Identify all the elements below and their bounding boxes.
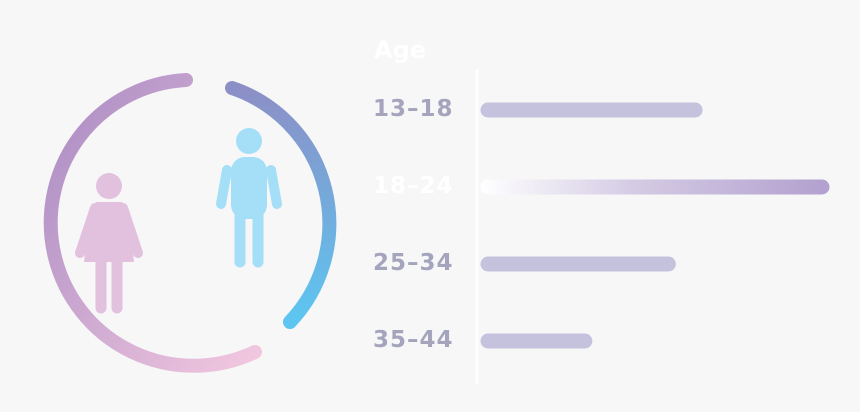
age-label-25-34: 25–34 — [373, 250, 454, 276]
male-person-icon — [216, 128, 282, 268]
age-label-13-18: 13–18 — [373, 96, 454, 122]
chart-title: Age — [374, 36, 427, 64]
age-label-35-44: 35–44 — [373, 327, 454, 353]
age-bars — [480, 102, 830, 349]
male-ring-arc — [225, 81, 337, 329]
age-label-18-24: 18–24 — [373, 173, 454, 199]
female-person-icon — [75, 173, 143, 314]
female-ring-arc — [43, 73, 262, 373]
